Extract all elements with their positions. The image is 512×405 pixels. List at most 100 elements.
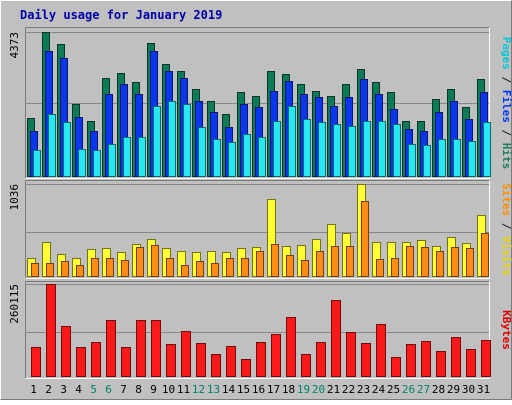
bar-pages-day-23 <box>363 121 371 177</box>
bar-pages-day-27 <box>423 145 431 177</box>
series-axis-label-part: / <box>500 70 512 90</box>
series-axis-label-part: Files <box>500 90 512 123</box>
x-tick-label: 5 <box>90 383 97 396</box>
panel-visits_sites: 1036 Sites / Visits <box>8 180 512 279</box>
x-tick-label: 21 <box>327 383 340 396</box>
series-axis-label-part: Pages <box>500 37 512 70</box>
x-tick-label: 9 <box>150 383 157 396</box>
bar-pages-day-15 <box>243 134 251 177</box>
series-kbytes <box>31 284 491 377</box>
bar-pages-day-8 <box>138 137 146 177</box>
x-tick-label: 18 <box>282 383 295 396</box>
bar-kbytes-day-24 <box>376 324 386 377</box>
bar-kbytes-day-2 <box>46 284 56 377</box>
bar-sites-day-20 <box>316 251 324 277</box>
series-axis-label-part: Visits <box>500 236 512 276</box>
bar-pages-day-26 <box>408 144 416 177</box>
bar-sites-day-9 <box>151 245 159 277</box>
bar-kbytes-day-31 <box>481 340 491 377</box>
x-tick-label: 4 <box>75 383 82 396</box>
x-tick-label: 13 <box>207 383 220 396</box>
bar-pages-day-17 <box>273 121 281 177</box>
x-tick-label: 8 <box>135 383 142 396</box>
bar-pages-day-13 <box>213 139 221 177</box>
series-axis-label-part: KBytes <box>500 310 512 350</box>
bar-sites-day-4 <box>76 265 84 277</box>
bar-kbytes-day-5 <box>91 342 101 377</box>
bar-sites-day-16 <box>256 251 264 277</box>
series-axis-label-part: Hits <box>500 143 512 170</box>
x-tick-label: 14 <box>222 383 236 396</box>
series-axis-label-part: / <box>500 123 512 143</box>
x-tick-label: 11 <box>177 383 190 396</box>
bar-pages-day-22 <box>348 126 356 177</box>
bar-kbytes-day-28 <box>436 351 446 377</box>
bar-kbytes-day-29 <box>451 337 461 377</box>
bar-kbytes-day-12 <box>196 343 206 377</box>
bar-pages-day-10 <box>168 101 176 177</box>
bar-sites-day-5 <box>91 258 99 277</box>
bar-kbytes-day-4 <box>76 347 86 377</box>
bar-pages-day-19 <box>303 119 311 177</box>
x-tick-label: 30 <box>462 383 475 396</box>
bar-pages-day-24 <box>378 121 386 177</box>
bar-sites-day-25 <box>391 258 399 277</box>
series-axis-label: Pages / Files / Hits <box>500 37 512 170</box>
x-tick-label: 23 <box>357 383 370 396</box>
panel-kbytes: 260115 KBytes <box>8 281 512 379</box>
bar-kbytes-day-8 <box>136 320 146 377</box>
bar-kbytes-day-16 <box>256 342 266 377</box>
bar-sites-day-3 <box>61 261 69 277</box>
x-tick-label: 22 <box>342 383 355 396</box>
bar-sites-day-19 <box>301 260 309 277</box>
series-axis-label: KBytes <box>500 310 512 350</box>
bar-kbytes-day-10 <box>166 344 176 377</box>
x-tick-label: 1 <box>30 383 37 396</box>
bar-sites-day-22 <box>346 246 354 277</box>
y-max-label: 4373 <box>8 32 21 59</box>
x-tick-label: 2 <box>45 383 52 396</box>
bar-pages-day-5 <box>93 150 101 177</box>
bar-sites-day-14 <box>226 258 234 277</box>
y-max-label: 1036 <box>8 184 21 211</box>
bar-kbytes-day-22 <box>346 332 356 377</box>
x-tick-label: 27 <box>417 383 430 396</box>
bar-sites-day-27 <box>421 247 429 277</box>
series-sites <box>31 201 489 277</box>
y-max-label: 260115 <box>8 284 21 324</box>
bar-pages-day-3 <box>63 122 71 177</box>
bar-kbytes-day-1 <box>31 347 41 377</box>
bar-kbytes-day-26 <box>406 344 416 377</box>
bar-kbytes-day-6 <box>106 320 116 377</box>
x-tick-label: 16 <box>252 383 265 396</box>
bar-sites-day-28 <box>436 251 444 277</box>
bar-kbytes-day-15 <box>241 359 251 377</box>
x-tick-label: 28 <box>432 383 445 396</box>
bar-kbytes-day-19 <box>301 354 311 377</box>
bar-sites-day-8 <box>136 247 144 277</box>
bar-pages-day-21 <box>333 124 341 177</box>
bar-pages-day-12 <box>198 127 206 177</box>
bar-sites-day-12 <box>196 261 204 277</box>
x-tick-label: 17 <box>267 383 280 396</box>
bar-pages-day-29 <box>453 139 461 177</box>
x-axis-day-labels: 1 2 3 4 5 6 7 8 9 10 11 12 13 14 15 16 17 18 19 20 21 22 23 24 2… <box>30 383 490 396</box>
bar-pages-day-1 <box>33 150 41 177</box>
bar-sites-day-24 <box>376 259 384 277</box>
bar-kbytes-day-21 <box>331 300 341 377</box>
bar-sites-day-15 <box>241 258 249 277</box>
bar-kbytes-day-25 <box>391 357 401 377</box>
bar-sites-day-1 <box>31 263 39 277</box>
bar-pages-day-18 <box>288 106 296 177</box>
series-axis-label-part: / <box>500 216 512 236</box>
bar-pages-day-4 <box>78 149 86 177</box>
x-tick-label: 6 <box>105 383 112 396</box>
bar-sites-day-2 <box>46 263 54 277</box>
bar-kbytes-day-18 <box>286 317 296 377</box>
bar-kbytes-day-9 <box>151 320 161 377</box>
bar-pages-day-2 <box>48 114 56 177</box>
x-tick-label: 31 <box>477 383 490 396</box>
bar-sites-day-29 <box>451 247 459 277</box>
x-tick-label: 7 <box>120 383 127 396</box>
